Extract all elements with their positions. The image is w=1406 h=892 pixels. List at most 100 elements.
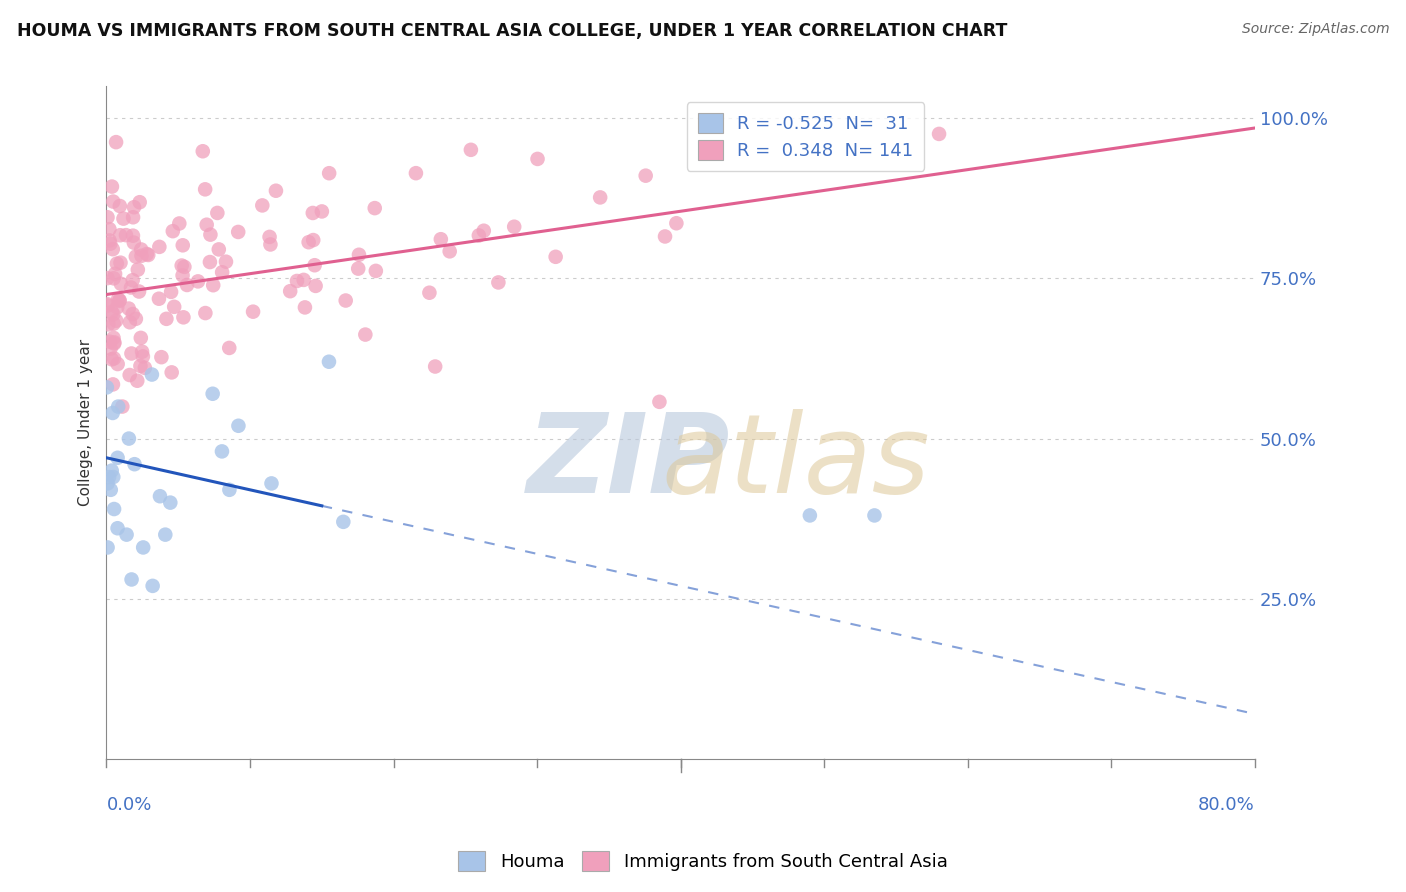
Point <box>148 292 170 306</box>
Point <box>294 301 316 315</box>
Point <box>301 206 323 220</box>
Point <box>101 377 124 392</box>
Point <box>332 515 354 529</box>
Point <box>129 331 152 345</box>
Text: Source: ZipAtlas.com: Source: ZipAtlas.com <box>1241 22 1389 37</box>
Point <box>128 195 150 210</box>
Point <box>589 190 612 204</box>
Point <box>101 179 124 194</box>
Point <box>96 271 118 285</box>
Point <box>252 198 274 212</box>
Point <box>198 255 221 269</box>
Point <box>311 204 333 219</box>
Point <box>135 247 157 261</box>
Point <box>172 238 194 252</box>
Point <box>132 350 155 364</box>
Point <box>120 346 142 360</box>
Text: HOUMA VS IMMIGRANTS FROM SOUTH CENTRAL ASIA COLLEGE, UNDER 1 YEAR CORRELATION CH: HOUMA VS IMMIGRANTS FROM SOUTH CENTRAL A… <box>17 22 1007 40</box>
Point <box>101 242 124 256</box>
Point <box>127 262 149 277</box>
Point <box>105 313 128 327</box>
Point <box>103 335 125 350</box>
Point <box>260 476 283 491</box>
Point <box>264 184 287 198</box>
Point <box>98 470 121 484</box>
Point <box>131 344 153 359</box>
Point <box>97 298 120 312</box>
Point <box>354 327 377 342</box>
Point <box>121 273 143 287</box>
Y-axis label: College, Under 1 year: College, Under 1 year <box>79 339 93 506</box>
Point <box>125 311 148 326</box>
Point <box>97 476 120 491</box>
Text: ZIP: ZIP <box>527 409 731 516</box>
Point <box>292 273 315 287</box>
Point <box>148 240 170 254</box>
Point <box>799 508 821 523</box>
Point <box>285 274 308 288</box>
Point <box>654 229 676 244</box>
Point <box>103 331 125 345</box>
Point <box>108 199 131 213</box>
Point <box>96 297 118 311</box>
Point <box>298 235 321 250</box>
Point <box>118 368 141 382</box>
Point <box>103 470 125 484</box>
Point <box>215 254 238 268</box>
Point <box>191 145 214 159</box>
Point <box>122 228 145 243</box>
Point <box>439 244 461 259</box>
Text: atlas: atlas <box>661 409 929 516</box>
Point <box>218 341 240 355</box>
Point <box>108 228 131 243</box>
Point <box>228 418 250 433</box>
Point <box>124 457 146 471</box>
Point <box>200 227 222 242</box>
Point <box>218 483 240 497</box>
Point <box>472 224 495 238</box>
Point <box>134 360 156 375</box>
Point <box>259 230 281 244</box>
Point <box>486 276 509 290</box>
Point <box>211 444 233 458</box>
Point <box>122 200 145 214</box>
Point <box>863 508 886 523</box>
Point <box>170 259 193 273</box>
Point <box>105 135 128 149</box>
Point <box>160 365 183 379</box>
Point <box>107 357 129 371</box>
Point <box>195 218 218 232</box>
Point <box>468 228 491 243</box>
Point <box>131 249 153 263</box>
Point <box>100 483 122 497</box>
Point <box>110 277 132 291</box>
Point <box>347 248 370 262</box>
Point <box>318 355 340 369</box>
Point <box>187 274 209 288</box>
Text: 80.0%: 80.0% <box>1198 796 1256 814</box>
Point <box>347 261 370 276</box>
Point <box>526 152 548 166</box>
Point <box>141 368 163 382</box>
Point <box>648 394 671 409</box>
Point <box>97 541 120 555</box>
Point <box>129 359 152 373</box>
Point <box>149 489 172 503</box>
Point <box>155 527 177 541</box>
Point <box>98 236 121 251</box>
Point <box>425 359 447 374</box>
Point <box>96 211 118 225</box>
Point <box>634 169 657 183</box>
Point <box>118 315 141 329</box>
Point <box>364 201 387 215</box>
Point <box>242 304 264 318</box>
Point <box>155 311 177 326</box>
Point <box>150 350 173 364</box>
Point <box>176 277 198 292</box>
Point <box>302 233 325 247</box>
Point <box>202 278 225 293</box>
Point <box>211 265 233 279</box>
Text: 0.0%: 0.0% <box>107 796 152 814</box>
Point <box>503 219 526 234</box>
Point <box>97 318 120 332</box>
